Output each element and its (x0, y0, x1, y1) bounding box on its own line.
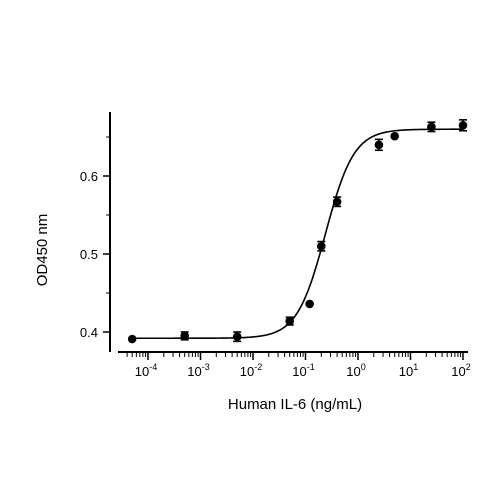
data-point (332, 197, 342, 207)
x-tick-label: 10-1 (292, 362, 314, 379)
data-point (317, 241, 326, 251)
axes: 0.4 0.5 0.6 10-4 10-3 10-2 10-1 100 101 102 (80, 112, 471, 379)
x-tick-label: 10-4 (135, 362, 157, 379)
y-axis-label: OD450 nm (34, 214, 51, 287)
data-point (232, 332, 242, 341)
x-axis-label: Human IL-6 (ng/mL) (228, 396, 362, 413)
data-point (458, 121, 468, 130)
data-point (305, 299, 314, 309)
y-tick-label: 0.5 (80, 247, 98, 262)
y-tick-label: 0.6 (80, 169, 98, 184)
data-point (285, 316, 294, 326)
x-tick-label: 100 (346, 362, 365, 379)
x-tick-label: 10-3 (187, 362, 209, 379)
x-tick-label: 101 (399, 362, 418, 379)
data-point (374, 140, 384, 150)
x-tick-label: 102 (451, 362, 470, 379)
data-point (427, 122, 436, 132)
x-tick-label: 10-2 (240, 362, 262, 379)
fit-curve (129, 128, 463, 340)
y-tick-label: 0.4 (80, 325, 98, 340)
data-points-layer (127, 119, 468, 344)
data-point (127, 334, 137, 344)
data-point (180, 331, 189, 341)
data-point (390, 131, 399, 141)
fit-curve-layer (129, 128, 463, 340)
